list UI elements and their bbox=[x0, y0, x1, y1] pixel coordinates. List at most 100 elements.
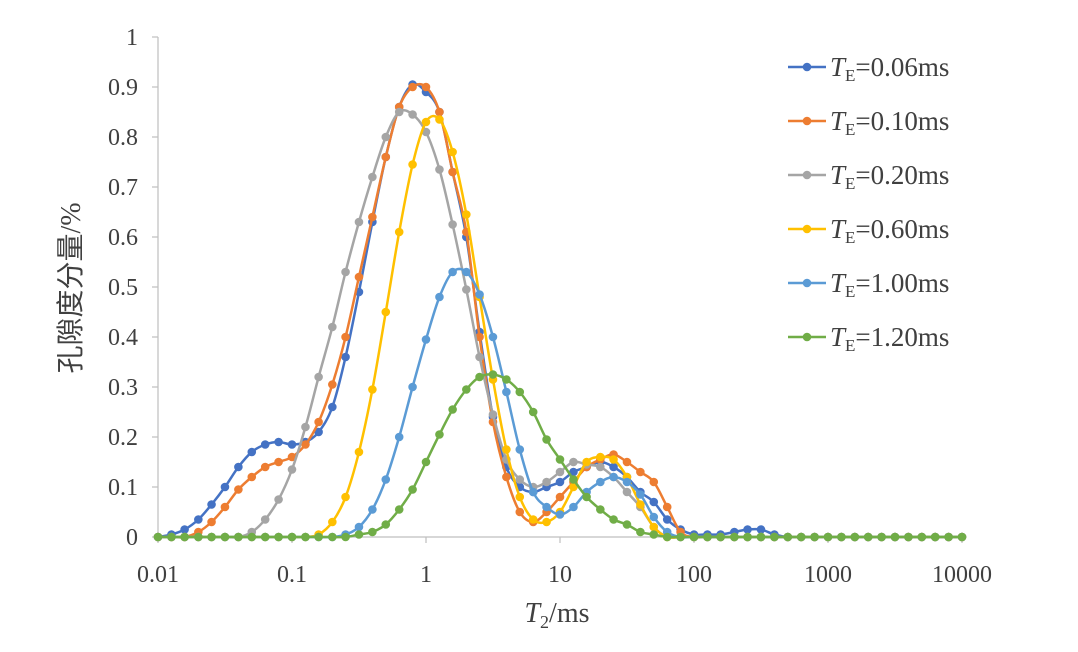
y-tick-label: 0.1 bbox=[108, 475, 138, 501]
data-point bbox=[649, 512, 659, 522]
data-point bbox=[408, 382, 417, 392]
data-point bbox=[247, 472, 257, 482]
data-point bbox=[649, 477, 659, 487]
legend-item: TE=1.20ms bbox=[788, 322, 949, 355]
y-tick-label: 0.3 bbox=[108, 375, 138, 401]
data-point bbox=[180, 525, 189, 534]
data-point bbox=[368, 385, 377, 394]
data-point bbox=[636, 500, 645, 509]
data-point bbox=[341, 352, 350, 362]
data-point bbox=[569, 482, 578, 492]
x-tick-label: 100 bbox=[676, 562, 712, 588]
data-point bbox=[462, 267, 471, 277]
data-point bbox=[609, 515, 618, 524]
data-point bbox=[770, 532, 779, 542]
data-point bbox=[743, 525, 752, 534]
data-point bbox=[368, 172, 377, 182]
data-point bbox=[716, 532, 725, 542]
legend-item: TE=1.00ms bbox=[788, 268, 949, 301]
data-point bbox=[542, 502, 551, 512]
data-point bbox=[596, 452, 605, 462]
data-point bbox=[301, 532, 310, 542]
data-point bbox=[448, 167, 457, 177]
data-point bbox=[234, 485, 243, 494]
data-point bbox=[314, 372, 323, 382]
data-point bbox=[421, 82, 431, 92]
data-point bbox=[341, 532, 350, 542]
legend-label: TE=0.60ms bbox=[830, 214, 949, 247]
data-point bbox=[435, 430, 444, 439]
data-point bbox=[260, 515, 270, 524]
data-point bbox=[381, 152, 391, 162]
data-point bbox=[703, 532, 712, 542]
legend-label: TE=0.06ms bbox=[830, 52, 949, 85]
data-point bbox=[274, 437, 283, 447]
data-point bbox=[944, 532, 953, 542]
legend-label: TE=1.20ms bbox=[830, 322, 949, 355]
data-point bbox=[408, 110, 417, 119]
data-point bbox=[328, 532, 337, 542]
data-point bbox=[783, 532, 793, 542]
data-point bbox=[542, 517, 551, 527]
data-point bbox=[528, 487, 538, 497]
data-point bbox=[260, 532, 270, 542]
data-point bbox=[328, 517, 337, 527]
data-point bbox=[957, 532, 967, 542]
legend-swatch-marker bbox=[802, 62, 812, 72]
legend-item: TE=0.10ms bbox=[788, 106, 949, 139]
data-point bbox=[596, 462, 605, 472]
data-point bbox=[301, 422, 310, 432]
data-point bbox=[394, 227, 404, 237]
data-point bbox=[662, 515, 672, 524]
data-point bbox=[394, 505, 404, 514]
data-point bbox=[930, 532, 940, 542]
data-point bbox=[609, 472, 618, 482]
data-point bbox=[207, 532, 216, 542]
data-point bbox=[622, 457, 632, 467]
y-tick-label: 0.4 bbox=[108, 325, 138, 351]
data-point bbox=[649, 497, 659, 507]
data-point bbox=[636, 490, 645, 499]
data-point bbox=[314, 532, 323, 542]
y-tick-label: 0.7 bbox=[108, 175, 138, 201]
data-point bbox=[475, 372, 484, 382]
data-point bbox=[314, 417, 323, 427]
data-point bbox=[502, 472, 511, 482]
data-point bbox=[756, 532, 766, 542]
y-tick-label: 0.8 bbox=[108, 125, 138, 151]
axes: 0 0.1 0.2 0.3 0.4 0.5 0.6 0.7 0.8 0.9 1 0.01 0.1 1 10 1… bbox=[108, 25, 992, 588]
data-point bbox=[354, 217, 364, 227]
legend-item: TE=0.20ms bbox=[788, 160, 949, 193]
legend-swatch-marker bbox=[802, 116, 812, 126]
data-point bbox=[354, 272, 364, 282]
data-point bbox=[756, 525, 766, 534]
data-point bbox=[596, 477, 605, 487]
x-tick-label: 0.01 bbox=[137, 562, 179, 588]
legend: TE=0.06ms TE=0.10ms TE=0.20ms TE=0.60ms TE=1… bbox=[788, 52, 949, 355]
legend-label: TE=0.10ms bbox=[830, 106, 949, 139]
data-point bbox=[368, 527, 377, 537]
data-point bbox=[850, 532, 860, 542]
data-point bbox=[904, 532, 913, 542]
y-tick-label: 0.5 bbox=[108, 275, 138, 301]
legend-swatch-marker bbox=[802, 332, 812, 342]
data-point bbox=[435, 115, 444, 124]
data-point bbox=[502, 445, 511, 454]
data-point bbox=[381, 132, 391, 142]
x-axis-title-sub: 2 bbox=[540, 612, 549, 632]
data-point bbox=[515, 475, 525, 484]
data-point bbox=[649, 530, 659, 539]
y-tick-label: 0 bbox=[126, 525, 138, 551]
data-point bbox=[555, 455, 565, 464]
data-point bbox=[220, 482, 230, 492]
data-point bbox=[796, 532, 806, 542]
series-layer bbox=[153, 80, 967, 542]
data-point bbox=[421, 335, 431, 344]
data-point bbox=[274, 457, 283, 467]
x-tick-label: 1000 bbox=[804, 562, 852, 588]
data-point bbox=[381, 307, 391, 317]
data-point bbox=[863, 532, 873, 542]
data-point bbox=[569, 502, 578, 512]
data-point bbox=[287, 440, 297, 449]
data-point bbox=[917, 532, 927, 542]
